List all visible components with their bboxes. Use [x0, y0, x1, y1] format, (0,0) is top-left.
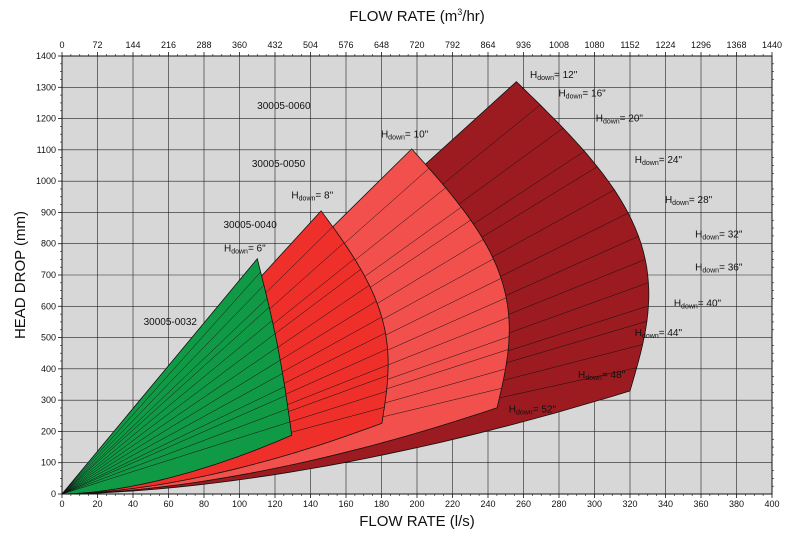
x-top-tick-label: 1152 [620, 40, 639, 50]
region-ray [61, 307, 270, 495]
y-tick-label: 900 [41, 207, 56, 217]
x-top-tick-label: 1368 [726, 40, 746, 50]
x-tick-label: 360 [693, 499, 708, 509]
y-tick-label: 1000 [36, 176, 56, 186]
x-tick-label: 100 [232, 499, 247, 509]
x-tick-label: 400 [764, 499, 779, 509]
hdown-label: Hdown= 8" [291, 190, 333, 202]
x-axis-top-title-prefix: FLOW RATE (m [349, 8, 457, 25]
region-ray [61, 408, 289, 495]
x-tick-label: 240 [480, 499, 495, 509]
region-ray [61, 421, 290, 495]
pump-model-label: 30005-0040 [223, 220, 277, 231]
x-tick-label: 120 [267, 499, 282, 509]
region-30005-0032 [61, 257, 293, 495]
x-top-tick-label: 720 [409, 40, 424, 50]
x-tick-label: 60 [163, 499, 173, 509]
hdown-label: Hdown= 16" [558, 89, 606, 101]
x-top-tick-label: 576 [338, 40, 353, 50]
x-top-tick-label: 648 [374, 40, 389, 50]
region-ray [61, 298, 268, 495]
x-tick-label: 0 [59, 499, 64, 509]
x-top-tick-label: 72 [92, 40, 102, 50]
hdown-label: Hdown= 10" [381, 129, 429, 141]
pump-regions [60, 81, 650, 495]
x-axis-top-title-sup: 3 [457, 7, 462, 17]
y-tick-label: 1100 [37, 145, 56, 155]
hdown-label: Hdown= 12" [530, 70, 578, 82]
region-ray [61, 271, 261, 495]
x-top-tick-label: 792 [445, 40, 460, 50]
x-tick-label: 300 [587, 499, 602, 509]
region-ray [61, 373, 283, 495]
x-top-tick-label: 504 [303, 40, 318, 50]
y-tick-label: 800 [41, 239, 56, 249]
hdown-label: Hdown= 36" [695, 262, 743, 274]
x-top-tick-label: 1224 [655, 40, 675, 50]
hdown-label: Hdown= 6" [224, 244, 266, 256]
y-axis-title: HEAD DROP (mm) [12, 211, 29, 339]
y-tick-label: 400 [41, 364, 56, 374]
x-top-tick-label: 0 [59, 40, 64, 50]
x-top-tick-label: 864 [480, 40, 495, 50]
x-tick-label: 200 [409, 499, 424, 509]
x-top-tick-label: 288 [196, 40, 211, 50]
ticks: 0020724014460216802881003601204321405041… [36, 40, 782, 509]
y-tick-label: 700 [41, 270, 56, 280]
hdown-label: Hdown= 44" [635, 328, 683, 340]
region-ray [61, 395, 287, 495]
hdown-label: Hdown= 32" [695, 229, 743, 241]
x-top-tick-label: 1008 [549, 40, 569, 50]
x-tick-label: 140 [303, 499, 318, 509]
y-tick-label: 300 [41, 395, 56, 405]
y-tick-label: 1300 [36, 82, 56, 92]
region-ray [61, 386, 285, 495]
x-top-tick-label: 936 [516, 40, 531, 50]
y-tick-label: 500 [41, 333, 56, 343]
y-tick-label: 0 [51, 489, 56, 499]
region-ray [61, 285, 265, 495]
x-tick-label: 280 [551, 499, 566, 509]
x-axis-title: FLOW RATE (l/s) [359, 513, 475, 530]
x-axis-top-title-suffix: /hr) [462, 8, 485, 25]
region-ray [61, 359, 281, 495]
x-tick-label: 180 [374, 499, 389, 509]
x-tick-label: 320 [622, 499, 637, 509]
x-top-tick-label: 360 [232, 40, 247, 50]
annotations: 30005-0060 Hdown= 12" Hdown= 16" Hdown= 20"… [144, 70, 743, 417]
x-tick-label: 80 [199, 499, 209, 509]
hdown-label: Hdown= 24" [635, 155, 683, 167]
x-top-tick-label: 1296 [691, 40, 711, 50]
y-tick-label: 600 [41, 301, 56, 311]
x-top-tick-label: 216 [161, 40, 176, 50]
x-top-tick-label: 1440 [762, 40, 782, 50]
pump-model-label: 30005-0032 [144, 317, 198, 328]
y-tick-label: 1400 [36, 51, 56, 61]
region-ray [61, 346, 278, 495]
hdown-label: Hdown= 48" [578, 370, 626, 382]
y-tick-label: 200 [41, 426, 56, 436]
x-tick-label: 20 [92, 499, 102, 509]
x-tick-label: 40 [128, 499, 138, 509]
pump-model-label: 30005-0060 [257, 101, 311, 112]
region-ray [61, 320, 273, 495]
x-top-tick-label: 144 [125, 40, 140, 50]
y-tick-label: 100 [41, 458, 56, 468]
pump-model-label: 30005-0050 [252, 159, 306, 170]
x-tick-label: 160 [338, 499, 353, 509]
x-tick-label: 380 [729, 499, 744, 509]
x-axis-top-title: FLOW RATE (m3/hr) [349, 7, 485, 25]
x-tick-label: 340 [658, 499, 673, 509]
hdown-label: Hdown= 20" [596, 114, 644, 126]
hdown-label: Hdown= 28" [665, 195, 713, 207]
x-tick-label: 260 [516, 499, 531, 509]
y-tick-label: 1200 [36, 114, 56, 124]
hdown-label: Hdown= 40" [674, 298, 722, 310]
hdown-label: Hdown= 52" [509, 405, 557, 417]
x-top-tick-label: 1080 [584, 40, 604, 50]
x-tick-label: 220 [445, 499, 460, 509]
x-top-tick-label: 432 [267, 40, 282, 50]
region-ray [61, 333, 276, 495]
